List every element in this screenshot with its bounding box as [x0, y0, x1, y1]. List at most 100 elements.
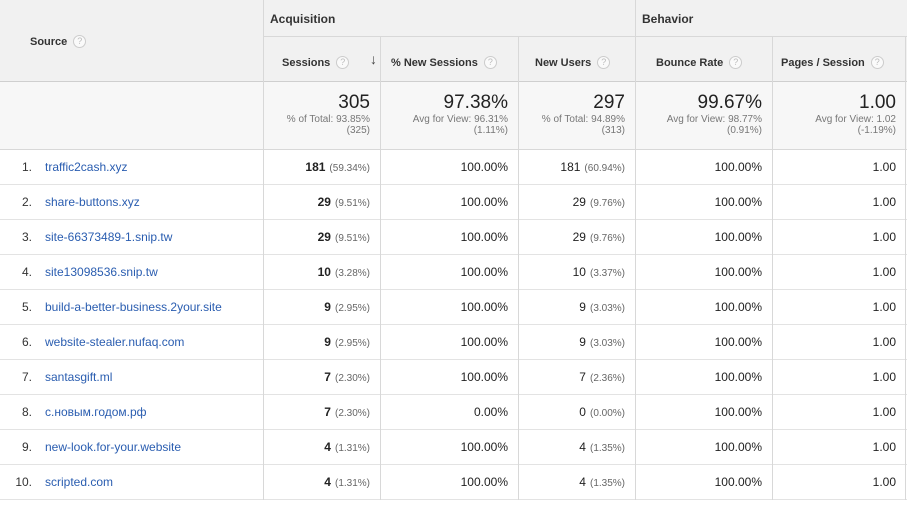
pct-new-sessions-cell: 100.00% — [460, 440, 508, 454]
behavior-group-header: Behavior — [642, 12, 694, 26]
row-rank: 2. — [21, 195, 32, 209]
pages-session-column-header[interactable]: Pages / Session? — [773, 37, 907, 82]
bounce-rate-header-label: Bounce Rate — [656, 57, 724, 69]
table-row: 2. share-buttons.xyz 29 (9.51%) 100.00% 2… — [0, 185, 907, 220]
table-row: 5. build-a-better-business.2your.site 9(… — [0, 290, 907, 325]
new-users-pct: (3.37%) — [589, 268, 625, 279]
sessions-total-pct: % of Total: 93.85% — [286, 114, 370, 125]
new-users-pct: (60.94%) — [584, 163, 625, 174]
new-users-cell: 0 (0.00%) — [519, 395, 636, 430]
new-users-pct: (9.76%) — [589, 233, 625, 244]
source-link[interactable]: build-a-better-business.2your.site — [45, 300, 222, 314]
pct-new-sessions-cell: 100.00% — [460, 265, 508, 279]
sessions-cell: 4 (1.31%) — [264, 465, 381, 500]
bounce-rate-cell: 100.00% — [714, 230, 762, 244]
new-users-cell: 4 (1.35%) — [519, 430, 636, 465]
pages-session-cell: 1.00 — [872, 405, 896, 419]
pct-new-sessions-avg: Avg for View: 96.31% — [412, 114, 508, 125]
sessions-pct: (1.31%) — [334, 478, 370, 489]
source-column-header[interactable]: Source? — [0, 0, 264, 82]
new-users-pct: (9.76%) — [589, 198, 625, 209]
pages-session-cell: 1.00 — [872, 195, 896, 209]
pct-new-sessions-cell: 100.00% — [460, 475, 508, 489]
sessions-total-value: 305 — [338, 92, 370, 113]
pct-new-sessions-cell: 100.00% — [460, 370, 508, 384]
table-row: 6. website-stealer.nufaq.com 9 (2.95%) 10… — [0, 325, 907, 360]
sessions-total-site: (325) — [346, 125, 370, 136]
new-users-pct: (1.35%) — [589, 478, 625, 489]
pct-new-sessions-column-header[interactable]: % New Sessions? — [381, 37, 519, 82]
new-users-value: 181 — [560, 160, 581, 174]
sessions-value: 10 — [317, 265, 331, 279]
pages-session-total-value: 1.00 — [859, 92, 896, 113]
help-icon[interactable]: ? — [870, 56, 884, 69]
source-link[interactable]: santasgift.ml — [45, 370, 113, 384]
sessions-value: 4 — [324, 440, 331, 454]
row-rank: 7. — [21, 370, 32, 384]
new-users-value: 29 — [572, 230, 586, 244]
sessions-total: 305 % of Total: 93.85% (325) — [264, 82, 381, 150]
row-rank: 4. — [21, 265, 32, 279]
sessions-pct: (59.34%) — [329, 163, 370, 174]
pages-session-cell: 1.00 — [872, 160, 896, 174]
pages-session-cell: 1.00 — [872, 300, 896, 314]
source-link[interactable]: scripted.com — [45, 475, 114, 489]
help-icon[interactable]: ? — [336, 56, 350, 69]
source-link[interactable]: site13098536.snip.tw — [45, 265, 158, 279]
source-link[interactable]: с.новым.годом.рф — [45, 405, 147, 419]
help-icon[interactable]: ? — [73, 35, 87, 48]
sessions-pct: (2.95%) — [334, 338, 370, 349]
bounce-rate-cell: 100.00% — [714, 405, 762, 419]
sessions-cell: 7 (2.30%) — [264, 360, 381, 395]
source-link[interactable]: share-buttons.xyz — [45, 195, 140, 209]
bounce-rate-cell: 100.00% — [714, 440, 762, 454]
sessions-value: 29 — [317, 230, 331, 244]
new-users-total-pct: % of Total: 94.89% — [541, 114, 625, 125]
bounce-rate-diff: (0.91%) — [726, 125, 762, 136]
group-divider — [264, 36, 907, 37]
column-divider — [518, 37, 519, 500]
column-divider — [380, 37, 381, 500]
row-rank: 1. — [21, 160, 32, 174]
sort-descending-icon[interactable]: ↓ — [370, 51, 377, 67]
source-link[interactable]: traffic2cash.xyz — [45, 160, 128, 174]
help-icon[interactable]: ? — [597, 56, 611, 69]
bounce-rate-cell: 100.00% — [714, 475, 762, 489]
table-row: 1. traffic2cash.xyz 181 (59.34%) 100.00% … — [0, 150, 907, 185]
new-users-total-site: (313) — [601, 125, 625, 136]
sessions-pct: (2.30%) — [334, 408, 370, 419]
new-users-cell: 9 (3.03%) — [519, 325, 636, 360]
new-users-value: 9 — [579, 335, 586, 349]
pct-new-sessions-diff: (1.11%) — [473, 125, 508, 136]
new-users-header-label: New Users — [535, 57, 592, 69]
bounce-rate-cell: 100.00% — [714, 265, 762, 279]
new-users-cell: 181 (60.94%) — [519, 150, 636, 185]
help-icon[interactable]: ? — [729, 56, 743, 69]
new-users-pct: (2.36%) — [589, 373, 625, 384]
pct-new-sessions-total-value: 97.38% — [443, 92, 508, 113]
source-link[interactable]: new-look.for-your.website — [45, 440, 182, 454]
bounce-rate-cell: 100.00% — [714, 160, 762, 174]
sessions-cell: 7 (2.30%) — [264, 395, 381, 430]
bounce-rate-total-value: 99.67% — [697, 92, 762, 113]
column-divider — [772, 37, 773, 500]
sessions-column-header[interactable]: Sessions? ↓ — [264, 37, 381, 82]
sessions-pct: (2.30%) — [334, 373, 370, 384]
sessions-value: 9 — [324, 300, 331, 314]
pct-new-sessions-cell: 100.00% — [460, 160, 508, 174]
source-link[interactable]: site-66373489-1.snip.tw — [45, 230, 173, 244]
bounce-rate-column-header[interactable]: Bounce Rate? — [636, 37, 773, 82]
pages-session-header-label: Pages / Session — [781, 57, 865, 69]
sessions-pct: (3.28%) — [334, 268, 370, 279]
new-users-value: 9 — [579, 300, 586, 314]
source-link[interactable]: website-stealer.nufaq.com — [45, 335, 185, 349]
help-icon[interactable]: ? — [483, 56, 497, 69]
row-rank: 6. — [21, 335, 32, 349]
pages-session-avg: Avg for View: 1.02 — [815, 114, 896, 125]
totals-row — [0, 82, 907, 150]
row-rank: 8. — [21, 405, 32, 419]
pct-new-sessions-cell: 100.00% — [460, 230, 508, 244]
source-header-label: Source — [30, 36, 68, 48]
sessions-value: 7 — [324, 405, 331, 419]
new-users-column-header[interactable]: New Users? — [519, 37, 636, 82]
